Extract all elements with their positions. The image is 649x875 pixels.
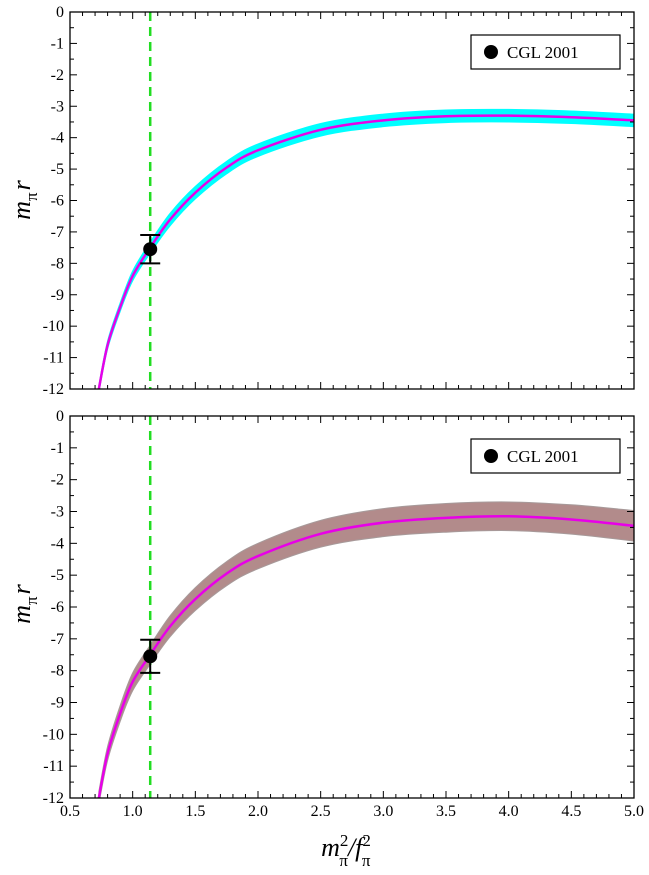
- xtick-label: 3.5: [436, 803, 456, 820]
- svg-text:mπr: mπr: [7, 179, 41, 219]
- bottom-ytick-label: -12: [43, 790, 64, 807]
- bottom-panel: 0 -1 -2 -3 -4 -5 -6 -7 -8 -9 -10 -11 -120.5 1.0 1.5 2.0…: [43, 408, 644, 820]
- top-ytick-label: -11: [43, 350, 64, 367]
- bottom-ytick-label: -6: [51, 599, 64, 616]
- top-ytick-label: -5: [51, 161, 64, 178]
- bottom-ylabel-tail: r: [7, 583, 36, 594]
- bottom-ytick-label: -9: [51, 695, 64, 712]
- top-error-band: [98, 108, 634, 389]
- x-axis-title: m2 π/f2 π: [321, 831, 371, 870]
- bottom-data-point: [143, 649, 158, 664]
- top-plot-area: [97, 108, 634, 389]
- top-ytick-label: -10: [43, 318, 64, 335]
- bottom-ylabel: mπr: [7, 583, 41, 623]
- x-axis-title-sup: 2: [340, 831, 349, 850]
- xtick-label: 2.0: [248, 803, 268, 820]
- bottom-plot-area: [97, 501, 634, 798]
- xtick-label: 4.0: [499, 803, 519, 820]
- xtick-label: 5.0: [624, 803, 644, 820]
- top-ylabel-main: m: [7, 201, 36, 220]
- top-ytick-label: 0: [56, 4, 64, 21]
- bottom-ylabel-sub: π: [22, 596, 41, 605]
- bottom-ytick-label: -7: [51, 631, 64, 648]
- bottom-ytick-label: -11: [43, 758, 64, 775]
- top-ytick-label: -9: [51, 287, 64, 304]
- top-ytick-label: -6: [51, 193, 64, 210]
- x-axis-title-sub: π: [339, 851, 348, 870]
- top-ytick-label: -7: [51, 224, 64, 241]
- xtick-label: 2.5: [311, 803, 331, 820]
- top-ytick-label: -3: [51, 98, 64, 115]
- top-legend: CGL 2001: [470, 34, 621, 70]
- top-panel: 0 -1 -2 -3 -4 -5 -6 -7 -8 -9 -10 -11 -12 CGL 2001: [43, 4, 635, 398]
- top-ytick-label: -2: [51, 67, 64, 84]
- x-axis-title-sup2: 2: [362, 831, 371, 850]
- bottom-ytick-label: -3: [51, 504, 64, 521]
- top-ylabel-sub: π: [22, 192, 41, 201]
- top-central-curve: [97, 114, 634, 389]
- bottom-ytick-label: -10: [43, 726, 64, 743]
- x-axis-title-main: m: [321, 833, 340, 862]
- top-ylabel-tail: r: [7, 179, 36, 190]
- bottom-ytick-label: -4: [51, 535, 64, 552]
- bottom-ytick-label: 0: [56, 408, 64, 425]
- bottom-legend-label: CGL 2001: [507, 447, 579, 466]
- bottom-ytick-label: -1: [51, 440, 64, 457]
- top-ytick-label: -8: [51, 255, 64, 272]
- top-legend-marker: [484, 45, 498, 59]
- xtick-label: 4.5: [561, 803, 581, 820]
- top-ytick-label: -12: [43, 381, 64, 398]
- x-axis-title-mid: /f: [346, 833, 366, 862]
- top-ytick-label: -1: [51, 35, 64, 52]
- xtick-label: 1.5: [185, 803, 205, 820]
- xtick-label: 3.0: [373, 803, 393, 820]
- bottom-legend: CGL 2001: [470, 438, 621, 474]
- bottom-ytick-label: -5: [51, 567, 64, 584]
- bottom-ytick-label: -8: [51, 663, 64, 680]
- bottom-error-band: [98, 501, 634, 798]
- svg-text:mπr: mπr: [7, 583, 41, 623]
- bottom-central-curve: [97, 514, 634, 798]
- bottom-ytick-label: -2: [51, 472, 64, 489]
- xtick-label: 1.0: [123, 803, 143, 820]
- top-data-point: [143, 242, 158, 257]
- xtick-label: 0.5: [60, 803, 80, 820]
- top-ylabel: mπr: [7, 179, 41, 219]
- top-legend-label: CGL 2001: [507, 43, 579, 62]
- bottom-ylabel-main: m: [7, 605, 36, 624]
- bottom-legend-marker: [484, 449, 498, 463]
- x-axis-title-sub2: π: [362, 851, 371, 870]
- top-ytick-label: -4: [51, 130, 64, 147]
